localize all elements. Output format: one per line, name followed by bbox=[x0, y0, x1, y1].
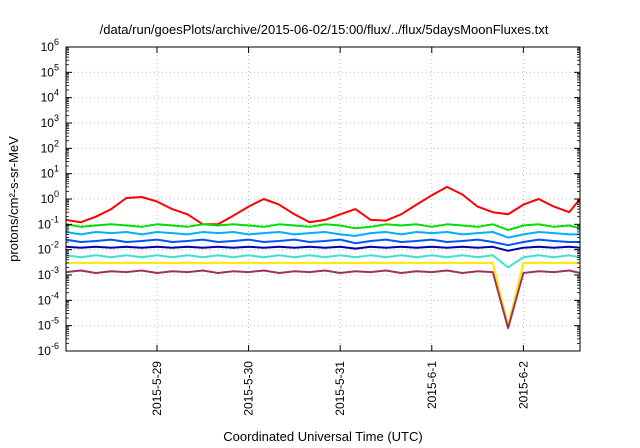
y-tick-label: 103 bbox=[41, 113, 59, 130]
y-tick-label: 105 bbox=[41, 62, 59, 79]
x-axis: 2015-5-29 2015-5-30 2015-5-31 2015-6-1 2015-… bbox=[150, 47, 530, 416]
series-line-4 bbox=[65, 238, 580, 247]
series-line-2 bbox=[65, 223, 581, 231]
y-tick-label: 10-5 bbox=[38, 316, 59, 333]
chart-title: /data/run/goesPlots/archive/2015-06-02/1… bbox=[100, 22, 549, 37]
series-line-7 bbox=[66, 261, 580, 327]
y-tick-label: 100 bbox=[41, 189, 59, 206]
y-axis-label: protons/cm²-s-sr-MeV bbox=[6, 136, 21, 262]
y-tick-label: 10-2 bbox=[38, 240, 59, 257]
y-tick-label: 10-4 bbox=[38, 290, 59, 307]
series-line-8 bbox=[65, 269, 581, 330]
y-tick-label: 102 bbox=[41, 138, 59, 155]
x-tick-label: 2015-6-1 bbox=[425, 361, 439, 409]
y-tick-label: 10-1 bbox=[38, 214, 59, 231]
x-axis-label: Coordinated Universal Time (UTC) bbox=[223, 429, 422, 444]
series-line-1 bbox=[65, 185, 581, 226]
y-tick-label: 10-3 bbox=[38, 265, 59, 282]
y-axis: 10-6 10-5 10-4 10-3 10-2 10-1 100 101 102 103 104 1… bbox=[38, 37, 580, 358]
y-tick-label: 10-6 bbox=[38, 341, 59, 358]
y-tick-label: 101 bbox=[41, 164, 59, 181]
series-line-5 bbox=[65, 245, 581, 252]
x-tick-label: 2015-5-30 bbox=[242, 361, 256, 416]
series-line-3 bbox=[65, 231, 580, 239]
series-line-6 bbox=[65, 254, 581, 269]
y-tick-label: 104 bbox=[41, 88, 59, 105]
x-tick-label: 2015-5-29 bbox=[150, 361, 164, 416]
x-tick-label: 2015-5-31 bbox=[333, 361, 347, 416]
x-tick-label: 2015-6-2 bbox=[516, 361, 530, 409]
y-tick-label: 106 bbox=[41, 37, 59, 54]
series-layer bbox=[65, 185, 581, 330]
